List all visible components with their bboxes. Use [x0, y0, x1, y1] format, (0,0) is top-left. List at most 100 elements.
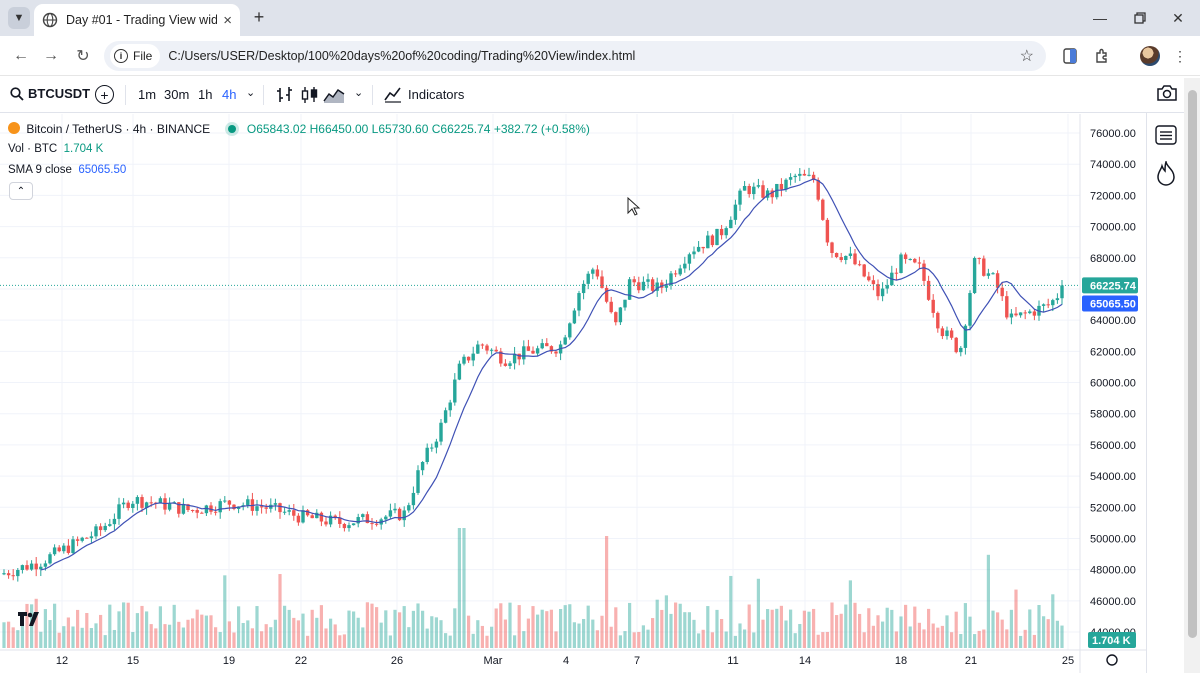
- bookmark-star-icon[interactable]: ☆: [1019, 48, 1034, 65]
- candle-body: [687, 254, 692, 264]
- volume-bar: [881, 621, 885, 648]
- volume-bar: [1028, 609, 1032, 648]
- candle-body: [420, 461, 425, 471]
- volume-bar: [991, 610, 995, 648]
- chart-legend: Bitcoin / TetherUS · 4h · BINANCE O65843…: [8, 122, 590, 136]
- restore-icon[interactable]: [1128, 6, 1152, 30]
- camera-icon[interactable]: [1156, 84, 1178, 102]
- volume-bar: [894, 631, 898, 648]
- volume-bar: [1005, 629, 1009, 648]
- candle-body: [466, 356, 471, 361]
- symbol-search-button[interactable]: BTCUSDT: [10, 86, 90, 101]
- volume-bar: [586, 605, 590, 648]
- volume-bar: [191, 618, 195, 648]
- candle-body: [29, 563, 34, 570]
- volume-bar: [246, 620, 250, 648]
- volume-legend[interactable]: Vol · BTC 1.704 K: [8, 143, 103, 155]
- volume-bar: [1037, 605, 1041, 648]
- tab-sidebar-icon[interactable]: [1060, 46, 1080, 66]
- volume-bar: [793, 633, 797, 648]
- candle-body: [986, 273, 991, 276]
- volume-bar: [269, 627, 273, 648]
- volume-bar: [255, 606, 259, 648]
- extensions-icon[interactable]: [1092, 46, 1112, 66]
- hotlist-flame-icon[interactable]: [1155, 161, 1177, 187]
- area-style-icon[interactable]: [323, 85, 345, 105]
- interval-1h[interactable]: 1h: [198, 87, 213, 102]
- candle-body: [867, 276, 871, 281]
- volume-bar: [1023, 629, 1027, 648]
- compare-symbol-icon[interactable]: +: [95, 85, 114, 104]
- scrollbar-thumb[interactable]: [1188, 90, 1197, 638]
- url-text[interactable]: C:/Users/USER/Desktop/100%20days%20of%20…: [168, 49, 636, 63]
- forward-icon[interactable]: →: [43, 47, 59, 64]
- volume-bar: [660, 609, 664, 648]
- volume-bar: [862, 632, 866, 648]
- candle-body: [356, 517, 360, 524]
- indicators-button[interactable]: Indicators: [384, 85, 464, 103]
- right-widget-panel: [1146, 113, 1182, 673]
- volume-bar: [154, 628, 158, 648]
- reload-icon[interactable]: ↻: [76, 48, 90, 65]
- close-window-icon[interactable]: ✕: [1172, 9, 1184, 26]
- candle-body: [798, 173, 802, 176]
- volume-bar: [904, 604, 908, 648]
- tab-search-button[interactable]: ▼: [8, 7, 30, 29]
- volume-bar: [43, 609, 47, 648]
- bar-style-icon[interactable]: [274, 85, 296, 105]
- site-info-button[interactable]: i File: [110, 44, 161, 68]
- chart-area[interactable]: 76000.00 74000.00 72000.00 70000.00 68000.00…: [0, 114, 1182, 673]
- candle-body: [1018, 312, 1023, 316]
- browser-tab[interactable]: Day #01 - Trading View widget ×: [34, 4, 240, 36]
- minimize-icon[interactable]: —: [1093, 10, 1107, 26]
- tab-strip: ▼ Day #01 - Trading View widget × + — ✕: [0, 0, 1200, 36]
- profile-avatar[interactable]: [1140, 46, 1160, 66]
- volume-bar: [540, 609, 544, 648]
- volume-bar: [485, 635, 489, 648]
- volume-bar: [402, 606, 406, 648]
- candle-body: [494, 349, 498, 352]
- candle-body: [710, 235, 715, 246]
- page-scrollbar[interactable]: [1184, 78, 1200, 673]
- candle-body: [568, 323, 572, 338]
- volume-bar: [913, 606, 917, 648]
- sma-legend[interactable]: SMA 9 close 65065.50: [8, 164, 126, 176]
- interval-30m[interactable]: 30m: [164, 87, 190, 102]
- style-chevron-down-icon[interactable]: ⌄: [354, 87, 364, 99]
- interval-chevron-down-icon[interactable]: ⌄: [246, 87, 256, 99]
- close-tab-icon[interactable]: ×: [223, 11, 232, 29]
- settings-gear-icon[interactable]: [1106, 654, 1118, 666]
- new-tab-button[interactable]: +: [253, 7, 265, 27]
- volume-bar: [996, 612, 1000, 648]
- candle-style-icon[interactable]: [299, 85, 321, 105]
- candle-body: [1032, 311, 1037, 316]
- watchlist-icon[interactable]: [1155, 125, 1177, 145]
- volume-bar: [476, 620, 480, 648]
- candle-body: [1055, 298, 1060, 301]
- price-tick-label: 48000.00: [1090, 565, 1136, 577]
- volume-bar: [347, 610, 351, 648]
- volume-bar: [131, 632, 135, 648]
- collapse-legend-button[interactable]: ⌃: [9, 182, 33, 200]
- volume-bar: [922, 629, 926, 648]
- more-menu-icon[interactable]: ⋮: [1173, 47, 1187, 64]
- candle-body: [977, 258, 981, 260]
- volume-bar: [522, 631, 526, 648]
- candle-body: [351, 523, 356, 526]
- interval-4h[interactable]: 4h: [222, 87, 237, 102]
- back-icon[interactable]: ←: [13, 47, 29, 64]
- candle-body: [85, 537, 89, 539]
- bitcoin-icon: [8, 122, 20, 134]
- candle-body: [517, 353, 521, 360]
- candle-body: [724, 228, 728, 236]
- candle-body: [1060, 285, 1064, 299]
- interval-1m[interactable]: 1m: [138, 87, 157, 102]
- candle-body: [149, 502, 153, 504]
- omnibox[interactable]: i File C:/Users/USER/Desktop/100%20days%…: [104, 41, 1046, 71]
- candle-body: [637, 282, 641, 291]
- candle-body: [719, 228, 724, 236]
- volume-bar: [977, 630, 981, 648]
- price-chart[interactable]: 76000.00 74000.00 72000.00 70000.00 68000.00…: [0, 114, 1146, 673]
- candle-body: [181, 504, 186, 514]
- volume-bar: [333, 624, 337, 648]
